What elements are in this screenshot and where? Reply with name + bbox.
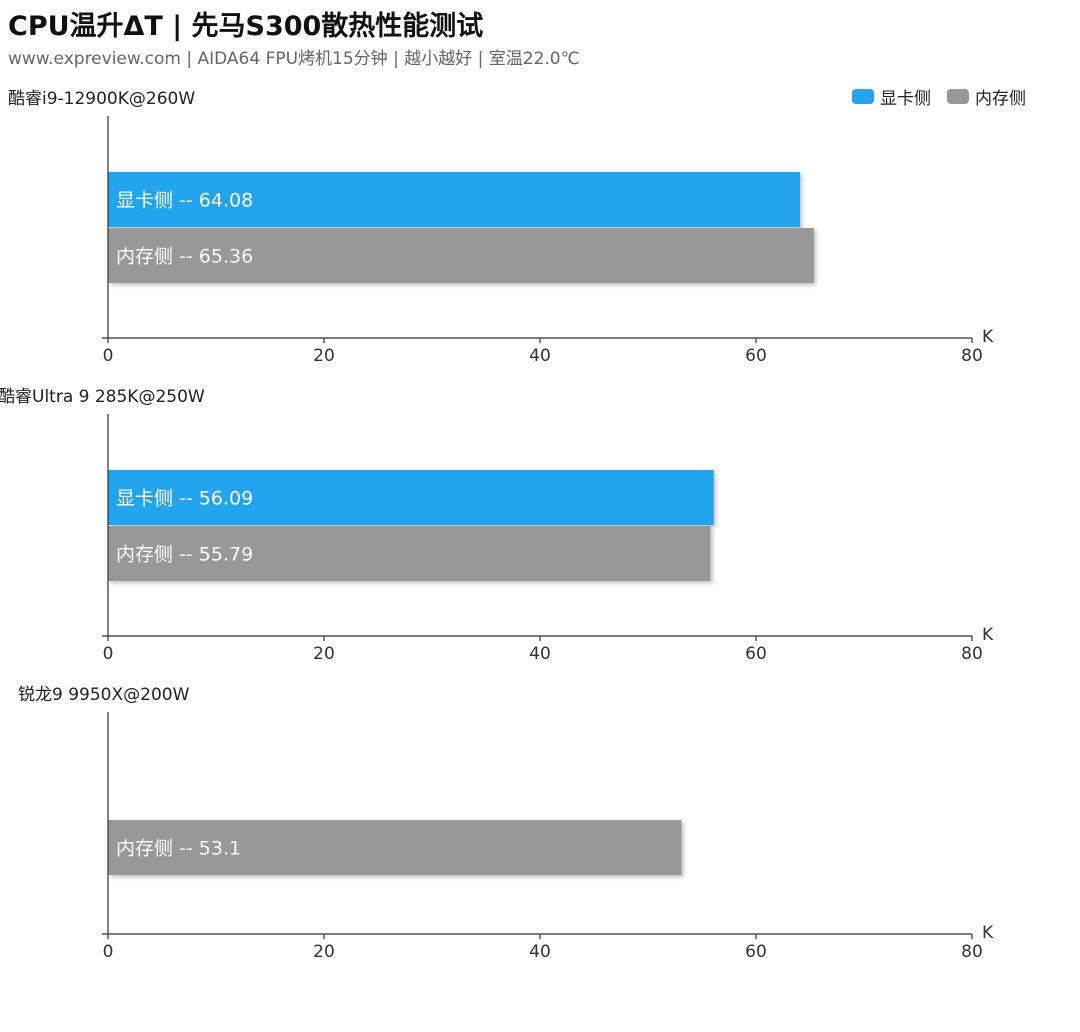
bar-0-1 — [108, 228, 814, 283]
bar-label-0-0: 显卡侧 -- 64.08 — [116, 190, 253, 212]
x-tick-label-0-4: 80 — [961, 346, 983, 366]
x-tick-label-0-1: 20 — [313, 346, 335, 366]
x-unit-label-1: K — [982, 625, 994, 645]
bar-0-0 — [108, 172, 801, 227]
bar-1-0 — [108, 470, 714, 525]
x-tick-label-2-2: 40 — [529, 942, 551, 962]
legend-swatch-gpu-side — [852, 89, 874, 104]
x-tick-label-2-0: 0 — [103, 942, 114, 962]
x-tick-label-0-0: 0 — [103, 346, 114, 366]
x-tick-label-2-1: 20 — [313, 942, 335, 962]
x-tick-label-2-3: 60 — [745, 942, 767, 962]
bar-2-0 — [108, 820, 682, 875]
legend: 显卡侧 内存侧 — [852, 84, 1026, 109]
chart-title: CPU温升ΔT | 先马S300散热性能测试 — [8, 11, 484, 42]
x-tick-label-0-2: 40 — [529, 346, 551, 366]
bar-label-1-1: 内存侧 -- 55.79 — [116, 544, 253, 566]
x-tick-label-0-3: 60 — [745, 346, 767, 366]
x-tick-label-1-3: 60 — [745, 644, 767, 664]
chart-subtitle: www.expreview.com | AIDA64 FPU烤机15分钟 | 越… — [8, 49, 580, 69]
x-unit-label-0: K — [982, 327, 994, 347]
legend-label-memory-side: 内存侧 — [975, 89, 1026, 109]
bar-label-1-0: 显卡侧 -- 56.09 — [116, 488, 253, 510]
legend-item-memory-side[interactable]: 内存侧 — [947, 84, 1026, 109]
panel-title-1: 酷睿Ultra 9 285K@250W — [0, 387, 205, 407]
x-unit-label-2: K — [982, 923, 994, 943]
bar-label-0-1: 内存侧 -- 65.36 — [116, 246, 253, 268]
x-tick-label-2-4: 80 — [961, 942, 983, 962]
x-tick-label-1-1: 20 — [313, 644, 335, 664]
bar-1-1 — [108, 526, 711, 581]
panel-title-2: 锐龙9 9950X@200W — [18, 685, 190, 705]
x-tick-label-1-2: 40 — [529, 644, 551, 664]
bar-label-2-0: 内存侧 -- 53.1 — [116, 838, 241, 860]
legend-label-gpu-side: 显卡侧 — [880, 89, 931, 109]
x-tick-label-1-4: 80 — [961, 644, 983, 664]
legend-swatch-memory-side — [947, 89, 969, 104]
x-tick-label-1-0: 0 — [103, 644, 114, 664]
legend-item-gpu-side[interactable]: 显卡侧 — [852, 84, 931, 109]
panel-title-0: 酷睿i9-12900K@260W — [8, 89, 195, 109]
